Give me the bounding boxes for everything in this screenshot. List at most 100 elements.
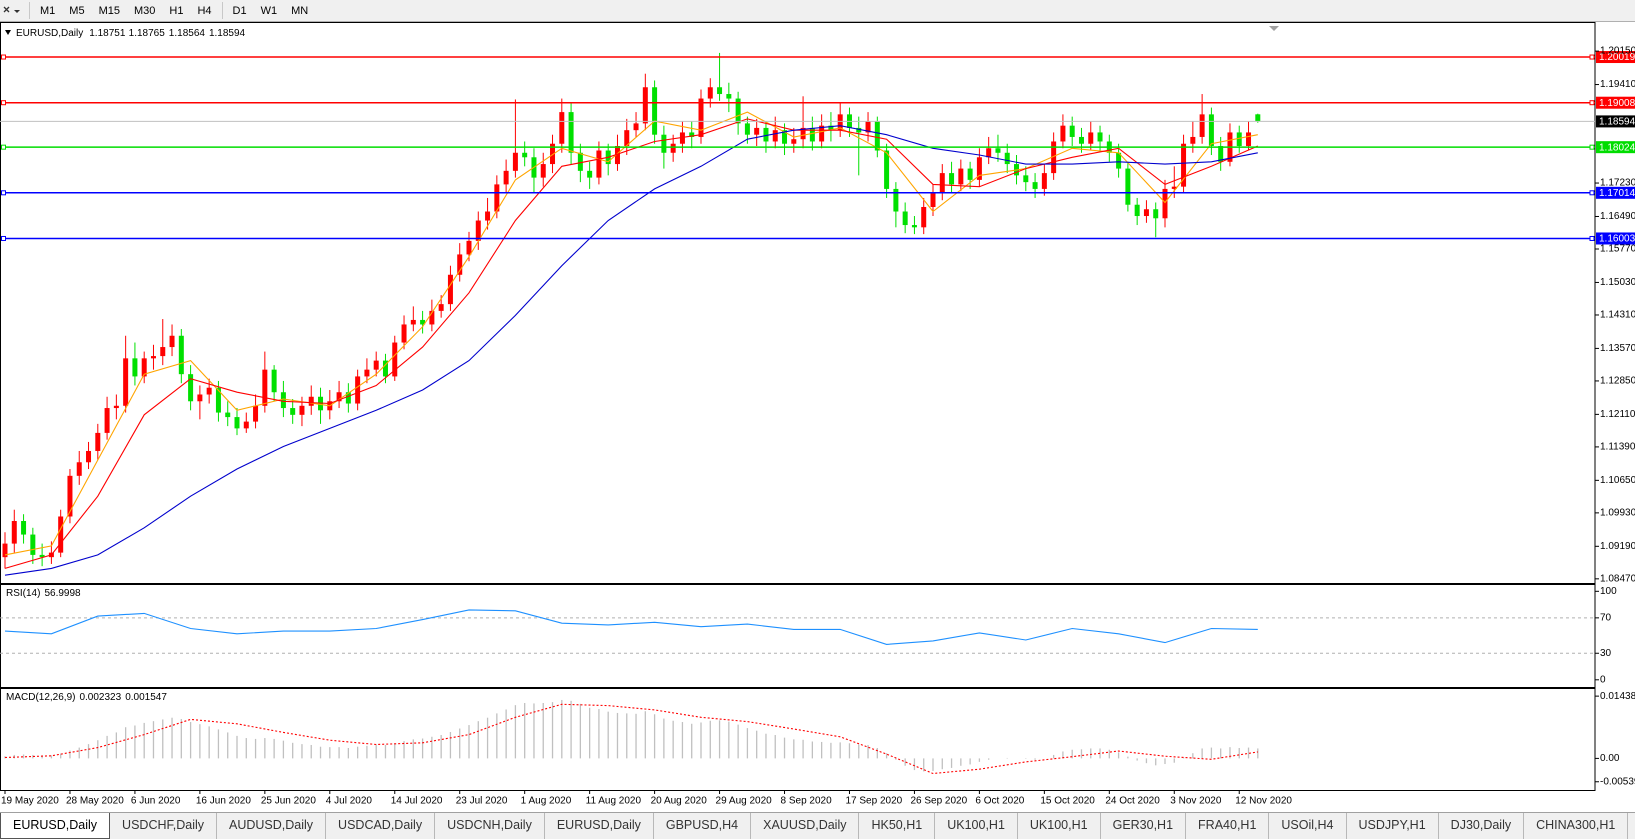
candle-body (949, 173, 955, 185)
chart-tab[interactable]: DJ30,Daily (1439, 813, 1525, 839)
moving-average (4, 125, 1258, 576)
candle-body (420, 319, 426, 325)
timeframe-button[interactable]: D1 (232, 4, 247, 17)
x-tick-label: 17 Sep 2020 (845, 796, 902, 807)
tool-icon[interactable] (0, 1, 26, 21)
y-tick-label: 1.19410 (1600, 79, 1635, 90)
candle-body (689, 132, 695, 137)
candle-body (150, 356, 156, 359)
candle-body (921, 206, 927, 228)
candle-body (568, 112, 574, 153)
y-tick-label: 1.09930 (1600, 508, 1635, 519)
candle-body (930, 193, 936, 207)
candle-body (466, 240, 472, 255)
chart-tab[interactable]: GBPUSD,H4 (654, 813, 752, 839)
candle-body (791, 139, 797, 144)
level-anchor (1, 54, 6, 60)
chart-tab[interactable]: AUDUSD,Daily (217, 813, 327, 839)
level-anchor (1589, 54, 1595, 60)
candle-body (1060, 125, 1066, 142)
candle-body (1004, 152, 1010, 165)
timeframe-button[interactable]: W1 (260, 4, 278, 17)
level-marker (1596, 232, 1635, 245)
level-anchor (1, 144, 6, 150)
candle-body (262, 369, 268, 406)
candle-body (800, 127, 806, 140)
candle-body (1208, 114, 1214, 146)
chart-tab[interactable]: USOil,H1 (1628, 813, 1635, 839)
candle-body (976, 157, 982, 180)
x-tick-label: 4 Jul 2020 (326, 796, 373, 807)
candle-body (457, 254, 463, 275)
candle-body (2, 543, 8, 558)
rsi-value: 56.9998 (44, 588, 81, 599)
rsi-line (4, 609, 1258, 645)
candle-body (1041, 173, 1047, 189)
candle-body (299, 405, 305, 415)
level-marker (1596, 51, 1635, 64)
chart-tab[interactable]: USDCAD,Daily (326, 813, 436, 839)
x-tick-label: 3 Nov 2020 (1170, 796, 1222, 807)
candle-body (169, 335, 175, 348)
candle-body (271, 369, 277, 393)
candle-body (893, 188, 899, 212)
chart-tab[interactable]: USOil,H4 (1269, 813, 1347, 839)
chart-tab[interactable]: HK50,H1 (859, 813, 936, 839)
timeframe-button[interactable]: M15 (98, 4, 120, 17)
chart-tab[interactable]: FRA40,H1 (1186, 813, 1270, 839)
candle-body (113, 405, 119, 409)
candle-body (132, 358, 138, 377)
candle-body (763, 127, 769, 142)
x-tick-label: 19 May 2020 (1, 796, 59, 807)
candle-body (290, 408, 296, 415)
candle-body (819, 125, 825, 142)
candle-body (410, 319, 416, 325)
x-tick-label: 26 Sep 2020 (910, 796, 967, 807)
candle-body (345, 392, 351, 404)
level-label: 1.16003 (1599, 234, 1635, 245)
candle-body (39, 554, 45, 558)
chart-tab[interactable]: EURUSD,Daily (545, 813, 654, 839)
chart-frame (0, 22, 1596, 791)
level-marker (1596, 141, 1635, 154)
rsi-header: RSI(14) 56.9998 (6, 588, 81, 599)
chart-tab[interactable]: XAUUSD,Daily (751, 813, 860, 839)
x-tick-label: 28 May 2020 (66, 796, 124, 807)
candle-body (1078, 136, 1084, 144)
timeframe-button[interactable]: H1 (169, 4, 184, 17)
chart-tab[interactable]: CHINA300,H1 (1524, 813, 1629, 839)
candle-body (884, 150, 890, 189)
candle-body (197, 394, 203, 402)
timeframe-button[interactable]: M30 (133, 4, 156, 17)
candle-body (512, 152, 518, 171)
timeframe-button[interactable]: M1 (40, 4, 56, 17)
y-tick-label: 1.15770 (1600, 244, 1635, 255)
chart-tab[interactable]: EURUSD,Daily (0, 813, 111, 839)
chart-tab[interactable]: USDJPY,H1 (1347, 813, 1439, 839)
candle-body (1153, 209, 1159, 219)
timeframe-button[interactable]: M5 (69, 4, 85, 17)
candle-body (1171, 186, 1177, 189)
tab-bar: EURUSD,Daily USDCHF,Daily AUDUSD,Daily USDC… (0, 812, 1635, 839)
chart-tab[interactable]: UK100,H1 (1018, 813, 1101, 839)
candle-body (67, 475, 73, 517)
candle-body (382, 360, 388, 377)
chart-tab[interactable]: UK100,H1 (935, 813, 1018, 839)
candle-body (856, 127, 862, 133)
x-tick-label: 6 Jun 2020 (131, 796, 181, 807)
chart-tab[interactable]: USDCHF,Daily (110, 813, 217, 839)
y-tick-label: 1.08470 (1600, 573, 1635, 584)
candle-body (670, 143, 676, 153)
timeframe-button[interactable]: H4 (197, 4, 212, 17)
candle-body (587, 170, 593, 178)
candle-body (1051, 141, 1057, 174)
candle-body (215, 387, 221, 413)
candle-body (58, 516, 64, 553)
chart-tab[interactable]: USDCNH,Daily (435, 813, 545, 839)
candle-body (373, 360, 379, 370)
candle-body (178, 335, 184, 375)
timeframe-button[interactable]: MN (291, 4, 309, 17)
candle-body (1125, 168, 1131, 205)
candle-body (76, 462, 82, 476)
chart-tab[interactable]: GER30,H1 (1101, 813, 1187, 839)
